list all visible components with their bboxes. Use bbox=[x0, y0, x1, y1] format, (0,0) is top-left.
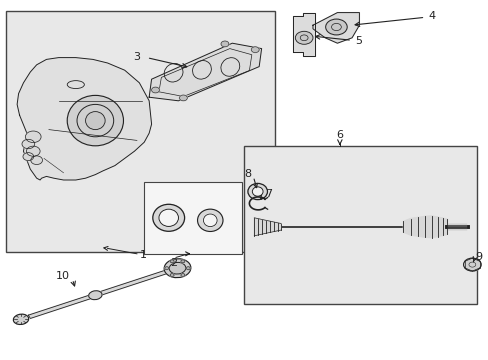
Polygon shape bbox=[258, 219, 262, 235]
Polygon shape bbox=[269, 221, 273, 232]
Polygon shape bbox=[425, 216, 431, 238]
Circle shape bbox=[251, 47, 259, 53]
Text: 8: 8 bbox=[244, 169, 251, 179]
Polygon shape bbox=[437, 217, 442, 237]
Text: 5: 5 bbox=[354, 36, 361, 46]
Polygon shape bbox=[417, 216, 425, 237]
Polygon shape bbox=[17, 58, 151, 180]
Circle shape bbox=[181, 260, 184, 263]
Bar bbox=[6, 11, 274, 252]
Text: 1: 1 bbox=[139, 250, 146, 260]
Circle shape bbox=[221, 41, 228, 47]
Text: 3: 3 bbox=[133, 51, 140, 62]
Polygon shape bbox=[312, 13, 359, 43]
Polygon shape bbox=[28, 269, 169, 319]
Ellipse shape bbox=[247, 183, 267, 199]
Circle shape bbox=[170, 274, 174, 276]
Polygon shape bbox=[431, 216, 437, 238]
Circle shape bbox=[26, 146, 40, 156]
Circle shape bbox=[325, 19, 346, 35]
Polygon shape bbox=[293, 13, 315, 56]
Circle shape bbox=[170, 260, 174, 263]
Circle shape bbox=[164, 267, 168, 270]
Ellipse shape bbox=[197, 209, 223, 231]
Circle shape bbox=[181, 274, 184, 276]
Ellipse shape bbox=[203, 214, 217, 227]
Ellipse shape bbox=[67, 95, 123, 146]
Bar bbox=[144, 182, 242, 254]
Ellipse shape bbox=[164, 259, 190, 278]
Polygon shape bbox=[149, 43, 261, 101]
Polygon shape bbox=[277, 223, 281, 231]
Text: 10: 10 bbox=[55, 271, 69, 282]
Text: 6: 6 bbox=[336, 130, 343, 140]
Polygon shape bbox=[262, 220, 265, 234]
Circle shape bbox=[151, 87, 159, 93]
Circle shape bbox=[31, 156, 42, 165]
Ellipse shape bbox=[85, 112, 105, 130]
Circle shape bbox=[295, 31, 312, 44]
Text: 2: 2 bbox=[170, 258, 177, 269]
Ellipse shape bbox=[13, 314, 29, 324]
Ellipse shape bbox=[252, 187, 263, 196]
Circle shape bbox=[463, 258, 480, 271]
Ellipse shape bbox=[152, 204, 184, 231]
Polygon shape bbox=[442, 218, 447, 235]
Polygon shape bbox=[273, 222, 277, 231]
Polygon shape bbox=[410, 217, 417, 236]
Ellipse shape bbox=[88, 291, 102, 300]
Text: 9: 9 bbox=[474, 252, 482, 262]
Polygon shape bbox=[403, 219, 410, 235]
Circle shape bbox=[25, 131, 41, 143]
Text: 7: 7 bbox=[264, 189, 272, 199]
Ellipse shape bbox=[159, 209, 178, 226]
Polygon shape bbox=[254, 218, 258, 236]
Bar bbox=[244, 146, 476, 304]
Circle shape bbox=[22, 139, 35, 149]
Circle shape bbox=[179, 95, 187, 101]
Ellipse shape bbox=[169, 262, 185, 274]
Text: 4: 4 bbox=[427, 11, 435, 21]
Circle shape bbox=[186, 267, 190, 270]
Polygon shape bbox=[265, 221, 269, 233]
Circle shape bbox=[23, 153, 34, 161]
